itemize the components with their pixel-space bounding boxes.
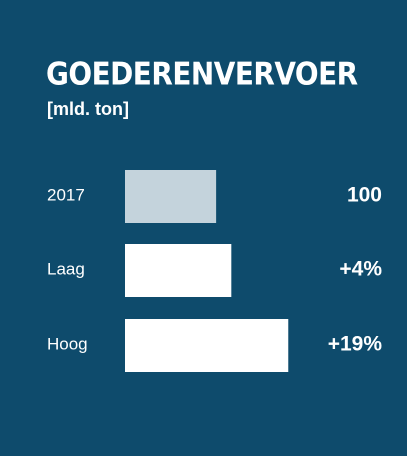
panel bbox=[0, 0, 407, 456]
value-label: +19% bbox=[328, 333, 383, 356]
value-label: 100 bbox=[347, 184, 382, 207]
bar bbox=[125, 244, 232, 297]
category-label: Laag bbox=[47, 259, 85, 278]
bar bbox=[125, 170, 217, 223]
category-label: Hoog bbox=[47, 334, 88, 353]
chart-title: GOEDERENVERVOER bbox=[46, 57, 358, 93]
category-label: 2017 bbox=[47, 185, 85, 204]
value-label: +4% bbox=[339, 258, 382, 281]
chart-subtitle: [mld. ton] bbox=[47, 99, 129, 119]
bar bbox=[125, 319, 289, 372]
